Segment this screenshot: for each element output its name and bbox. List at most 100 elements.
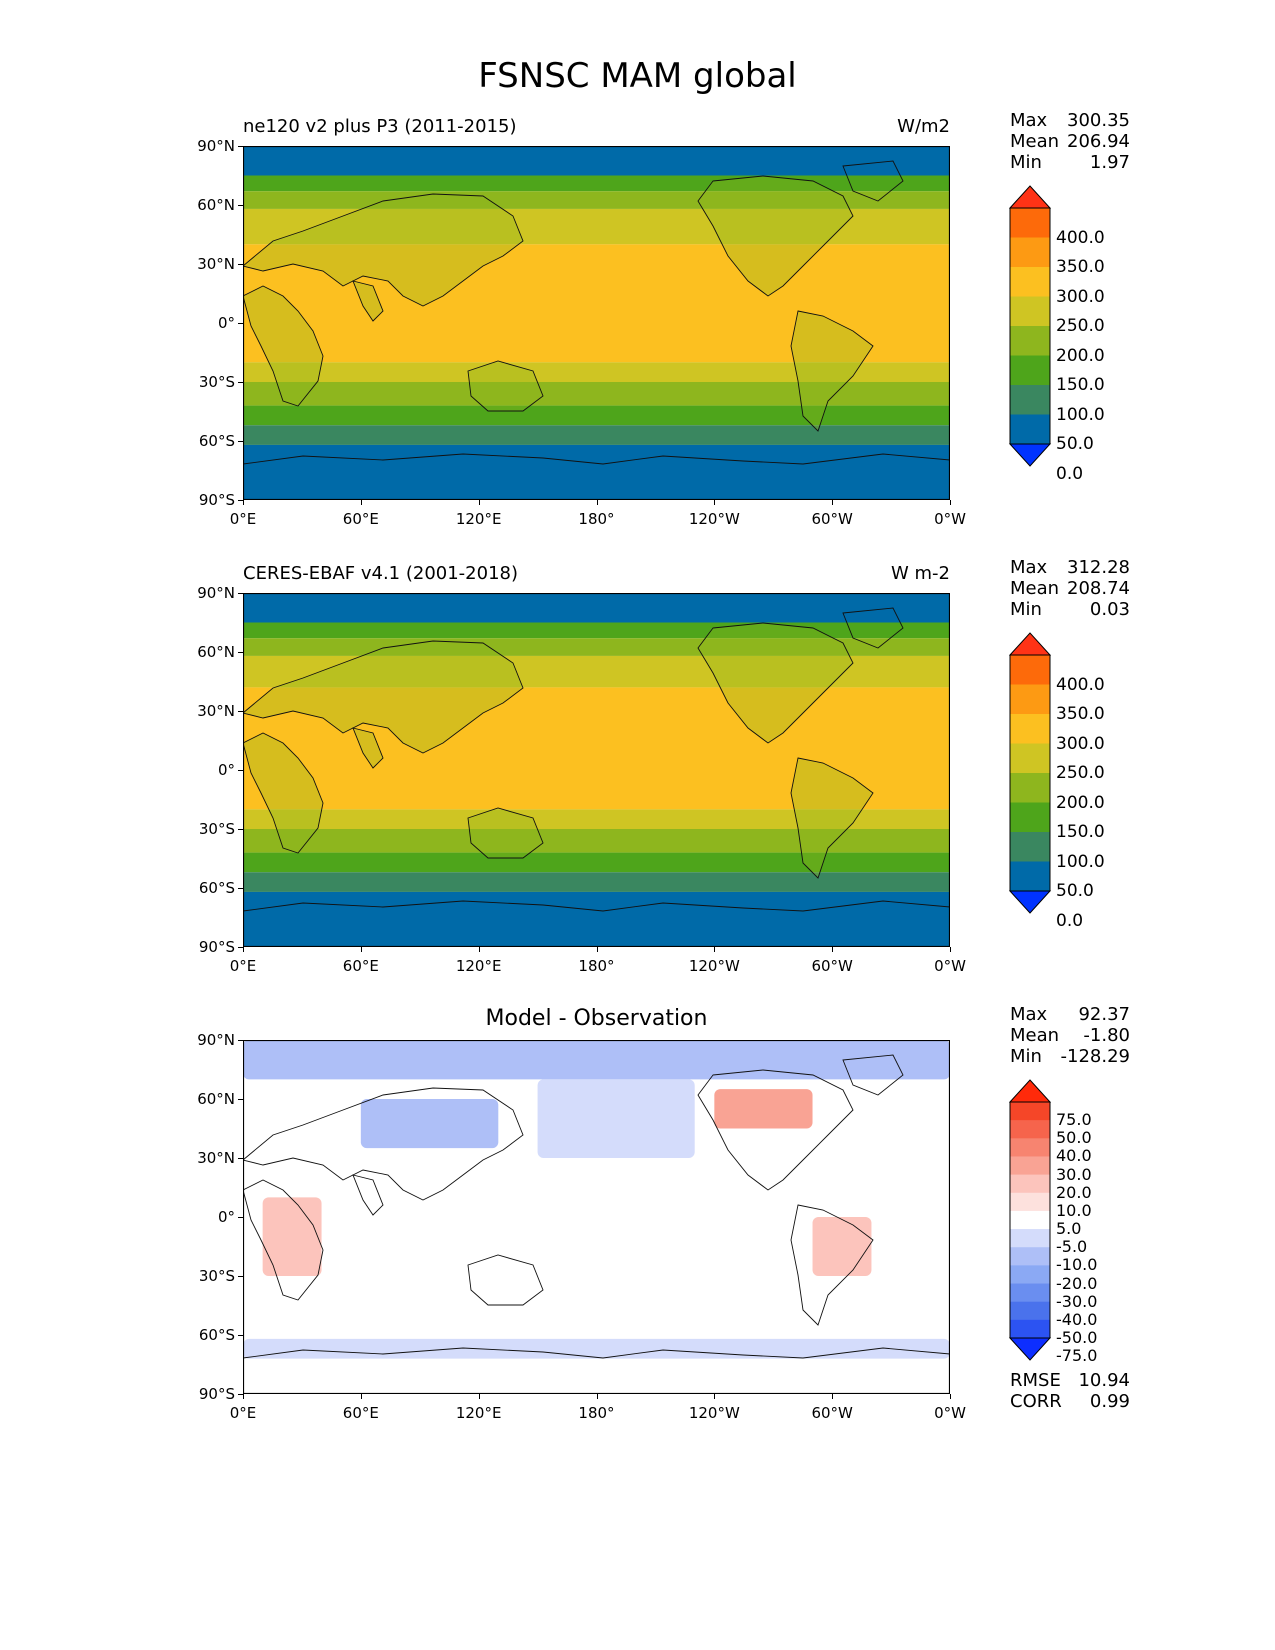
x-tick-label: 120°E bbox=[455, 1404, 502, 1422]
colorbar-segment bbox=[1010, 684, 1050, 715]
stat-label: Mean bbox=[1010, 578, 1060, 599]
metric-label: CORR bbox=[1010, 1391, 1062, 1412]
y-tick-label: 90°N bbox=[197, 1031, 235, 1049]
y-tick-label: 90°N bbox=[197, 584, 235, 602]
colorbar-tick-label: -40.0 bbox=[1056, 1309, 1098, 1329]
y-tick-label: 60°S bbox=[198, 1326, 235, 1344]
colorbar-tick-label: 50.0 bbox=[1056, 881, 1094, 901]
metric-row: CORR 0.99 bbox=[1010, 1391, 1130, 1412]
colorbar-tick-label: 300.0 bbox=[1056, 286, 1105, 307]
map-plot bbox=[243, 146, 950, 500]
y-tick-label: 60°N bbox=[197, 643, 235, 661]
colorbar-tick-label: 0.0 bbox=[1056, 463, 1084, 484]
colorbar-extend-max bbox=[1009, 185, 1051, 209]
panel-title: CERES-EBAF v4.1 (2001-2018) bbox=[243, 563, 519, 584]
panel-title: Model - Observation bbox=[485, 1006, 708, 1031]
y-tick bbox=[238, 1394, 243, 1395]
y-tick bbox=[238, 770, 243, 771]
zonal-band bbox=[243, 852, 950, 873]
colorbar-segment bbox=[1010, 714, 1050, 744]
y-tick-label: 0° bbox=[217, 1208, 235, 1226]
x-tick-label: 0°E bbox=[229, 957, 257, 975]
colorbar-segment bbox=[1010, 773, 1050, 803]
stat-label: Min bbox=[1010, 1046, 1042, 1067]
colorbar-segment bbox=[1010, 1102, 1050, 1121]
y-tick-label: 30°N bbox=[197, 255, 235, 273]
y-tick-label: 90°S bbox=[198, 491, 235, 509]
x-tick-label: 0°E bbox=[229, 510, 257, 528]
y-tick-label: 60°N bbox=[197, 196, 235, 214]
y-tick bbox=[238, 146, 243, 147]
colorbar-segment bbox=[1010, 326, 1050, 356]
zonal-band bbox=[243, 146, 950, 176]
stat-value: 92.37 bbox=[1078, 1004, 1130, 1025]
land-shade bbox=[698, 623, 853, 743]
x-tick-label: 60°W bbox=[811, 957, 853, 975]
stat-value: 0.03 bbox=[1089, 599, 1130, 620]
x-tick bbox=[360, 1394, 362, 1399]
stat-label: Min bbox=[1010, 152, 1042, 173]
colorbar-segment bbox=[1010, 296, 1050, 327]
colorbar-tick-label: 150.0 bbox=[1056, 822, 1105, 842]
x-tick bbox=[243, 947, 244, 952]
y-tick-label: 60°N bbox=[197, 1090, 235, 1108]
colorbar-tick-label: 350.0 bbox=[1056, 704, 1105, 724]
metrics-block: RMSE 10.94 CORR 0.99 bbox=[1010, 1370, 1130, 1412]
stat-row: Min -128.29 bbox=[1010, 1046, 1130, 1067]
colorbar-tick-label: 350.0 bbox=[1056, 257, 1105, 277]
x-tick-label: 120°E bbox=[455, 957, 502, 975]
colorbar-segment bbox=[1010, 1319, 1050, 1339]
coastline bbox=[352, 280, 384, 322]
x-tick-label: 180° bbox=[578, 1404, 615, 1422]
colorbar-tick-label: 50.0 bbox=[1056, 1128, 1092, 1148]
coastline bbox=[243, 1347, 950, 1359]
colorbar-tick-label: 100.0 bbox=[1056, 851, 1105, 872]
stat-value: 206.94 bbox=[1067, 131, 1130, 152]
colorbar-extend-min bbox=[1009, 1337, 1051, 1361]
y-tick bbox=[238, 711, 243, 712]
y-tick bbox=[238, 1099, 243, 1100]
colorbar-outline bbox=[1009, 207, 1051, 445]
zonal-band bbox=[243, 444, 950, 500]
x-tick-label: 60°E bbox=[342, 1404, 379, 1422]
zonal-band bbox=[243, 405, 950, 426]
land-shade bbox=[243, 286, 323, 406]
y-tick bbox=[238, 500, 243, 501]
y-tick bbox=[238, 888, 243, 889]
colorbar-tick-label: -75.0 bbox=[1056, 1346, 1098, 1366]
metric-value: 10.94 bbox=[1078, 1370, 1130, 1391]
coastline bbox=[243, 732, 324, 854]
stat-row: Max 300.35 bbox=[1010, 110, 1130, 131]
stat-row: Max 92.37 bbox=[1010, 1004, 1130, 1025]
colorbar-segment bbox=[1010, 267, 1050, 297]
colorbar-segment bbox=[1010, 1138, 1050, 1157]
stat-value: -1.80 bbox=[1083, 1025, 1130, 1046]
zonal-band bbox=[243, 593, 950, 623]
y-tick-label: 30°N bbox=[197, 702, 235, 720]
zonal-band bbox=[243, 872, 950, 892]
x-tick-label: 60°E bbox=[342, 957, 379, 975]
y-tick bbox=[238, 323, 243, 324]
x-tick bbox=[596, 500, 598, 505]
panel-units: W/m2 bbox=[897, 116, 950, 137]
x-tick-label: 60°W bbox=[811, 1404, 853, 1422]
map-frame bbox=[243, 593, 950, 947]
stat-label: Mean bbox=[1010, 131, 1060, 152]
coastline bbox=[842, 607, 904, 649]
zonal-band bbox=[243, 425, 950, 445]
anomaly-region bbox=[537, 1079, 695, 1158]
stat-label: Mean bbox=[1010, 1025, 1060, 1046]
land-shade bbox=[243, 194, 523, 306]
x-tick-label: 0°W bbox=[934, 957, 966, 975]
x-tick bbox=[360, 947, 362, 952]
x-tick-label: 120°W bbox=[688, 957, 740, 975]
anomaly-region bbox=[243, 1040, 950, 1080]
colorbar-segment bbox=[1010, 355, 1050, 386]
zonal-band bbox=[243, 809, 950, 829]
stat-label: Min bbox=[1010, 599, 1042, 620]
colorbar-tick-label: -50.0 bbox=[1056, 1328, 1098, 1347]
stat-value: 208.74 bbox=[1067, 578, 1130, 599]
colorbar bbox=[1009, 1079, 1051, 1361]
x-tick-label: 180° bbox=[578, 957, 615, 975]
colorbar-tick-label: -10.0 bbox=[1056, 1255, 1098, 1275]
